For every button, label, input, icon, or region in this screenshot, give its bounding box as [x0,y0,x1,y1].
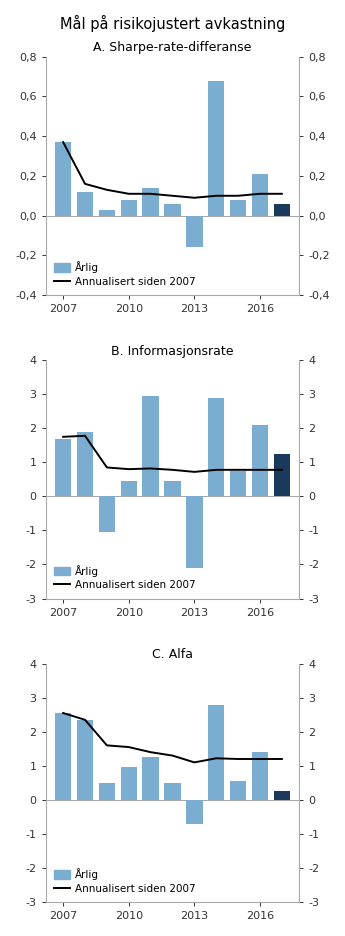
Bar [164,481,181,496]
Bar [230,471,246,496]
Bar [230,782,246,800]
Bar [120,481,137,496]
Legend: Årlig, Annualisert siden 2007: Årlig, Annualisert siden 2007 [51,865,199,897]
Title: B. Informasjonsrate: B. Informasjonsrate [111,344,234,358]
Bar [252,753,268,800]
Bar [252,425,268,496]
Title: A. Sharpe-rate-differanse: A. Sharpe-rate-differanse [93,41,252,54]
Legend: Årlig, Annualisert siden 2007: Årlig, Annualisert siden 2007 [51,562,199,593]
Bar [274,454,290,496]
Bar [120,199,137,215]
Bar [164,782,181,800]
Bar [230,199,246,215]
Bar [142,188,159,215]
Bar [208,80,225,215]
Bar [142,396,159,496]
Bar [164,204,181,215]
Bar [142,757,159,800]
Bar [99,782,115,800]
Bar [274,791,290,800]
Bar [274,204,290,215]
Bar [55,713,71,800]
Title: C. Alfa: C. Alfa [152,648,193,661]
Bar [186,800,203,824]
Bar [186,215,203,247]
Text: Mål på risikojustert avkastning: Mål på risikojustert avkastning [60,15,285,32]
Bar [99,210,115,215]
Bar [77,720,93,800]
Bar [252,174,268,215]
Bar [186,496,203,568]
Bar [55,438,71,496]
Bar [99,496,115,533]
Bar [55,142,71,215]
Bar [77,192,93,215]
Bar [77,431,93,496]
Bar [208,398,225,496]
Legend: Årlig, Annualisert siden 2007: Årlig, Annualisert siden 2007 [51,258,199,290]
Bar [120,768,137,800]
Bar [208,705,225,800]
